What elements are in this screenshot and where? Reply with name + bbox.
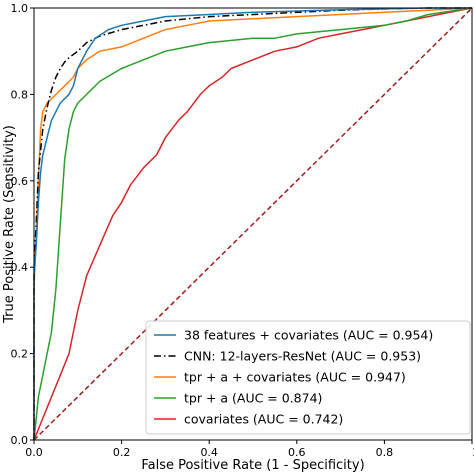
plot-lines	[33, 7, 473, 441]
series-line-4	[33, 7, 473, 441]
y-tick-label: 0.0	[11, 434, 29, 447]
series-line-5	[33, 7, 473, 441]
x-tick-label: 0.2	[113, 446, 131, 459]
series-line-2	[33, 7, 473, 440]
series-line-3	[33, 7, 473, 441]
plot-frame	[33, 7, 473, 441]
x-tick-label: 1.0	[472, 446, 474, 459]
legend-label-1: CNN: 12-layers-ResNet (AUC = 0.953)	[184, 349, 421, 364]
series-line-1	[33, 7, 472, 440]
x-tick-label: 0.0	[25, 446, 43, 459]
x-tick-label: 0.4	[200, 446, 218, 459]
legend-label-3: tpr + a (AUC = 0.874)	[184, 391, 322, 406]
x-axis-label: False Positive Rate (1 - Specificity)	[141, 458, 364, 473]
y-tick-label: 0.2	[11, 348, 29, 361]
legend-label-4: covariates (AUC = 0.742)	[184, 412, 343, 427]
y-axis-label: True Positive Rate (Sensitivity)	[2, 125, 17, 324]
legend-label-0: 38 features + covariates (AUC = 0.954)	[184, 328, 433, 343]
legend-label-2: tpr + a + covariates (AUC = 0.947)	[184, 370, 406, 385]
y-tick-label: 0.4	[11, 261, 29, 274]
x-axis-ticks: 0.0 0.2 0.4 0.6 0.8 1.0	[25, 440, 474, 459]
y-tick-label: 1.0	[11, 2, 29, 15]
x-tick-label: 0.6	[288, 446, 306, 459]
legend-box	[145, 320, 471, 435]
series-line-0	[33, 7, 472, 440]
x-tick-label: 0.8	[376, 446, 394, 459]
y-tick-label: 0.8	[11, 88, 29, 101]
legend: 38 features + covariates (AUC = 0.954) CN…	[145, 320, 471, 435]
y-tick-label: 0.6	[11, 175, 29, 188]
y-axis-ticks: 0.0 0.2 0.4 0.6 0.8 1.0	[11, 2, 34, 447]
